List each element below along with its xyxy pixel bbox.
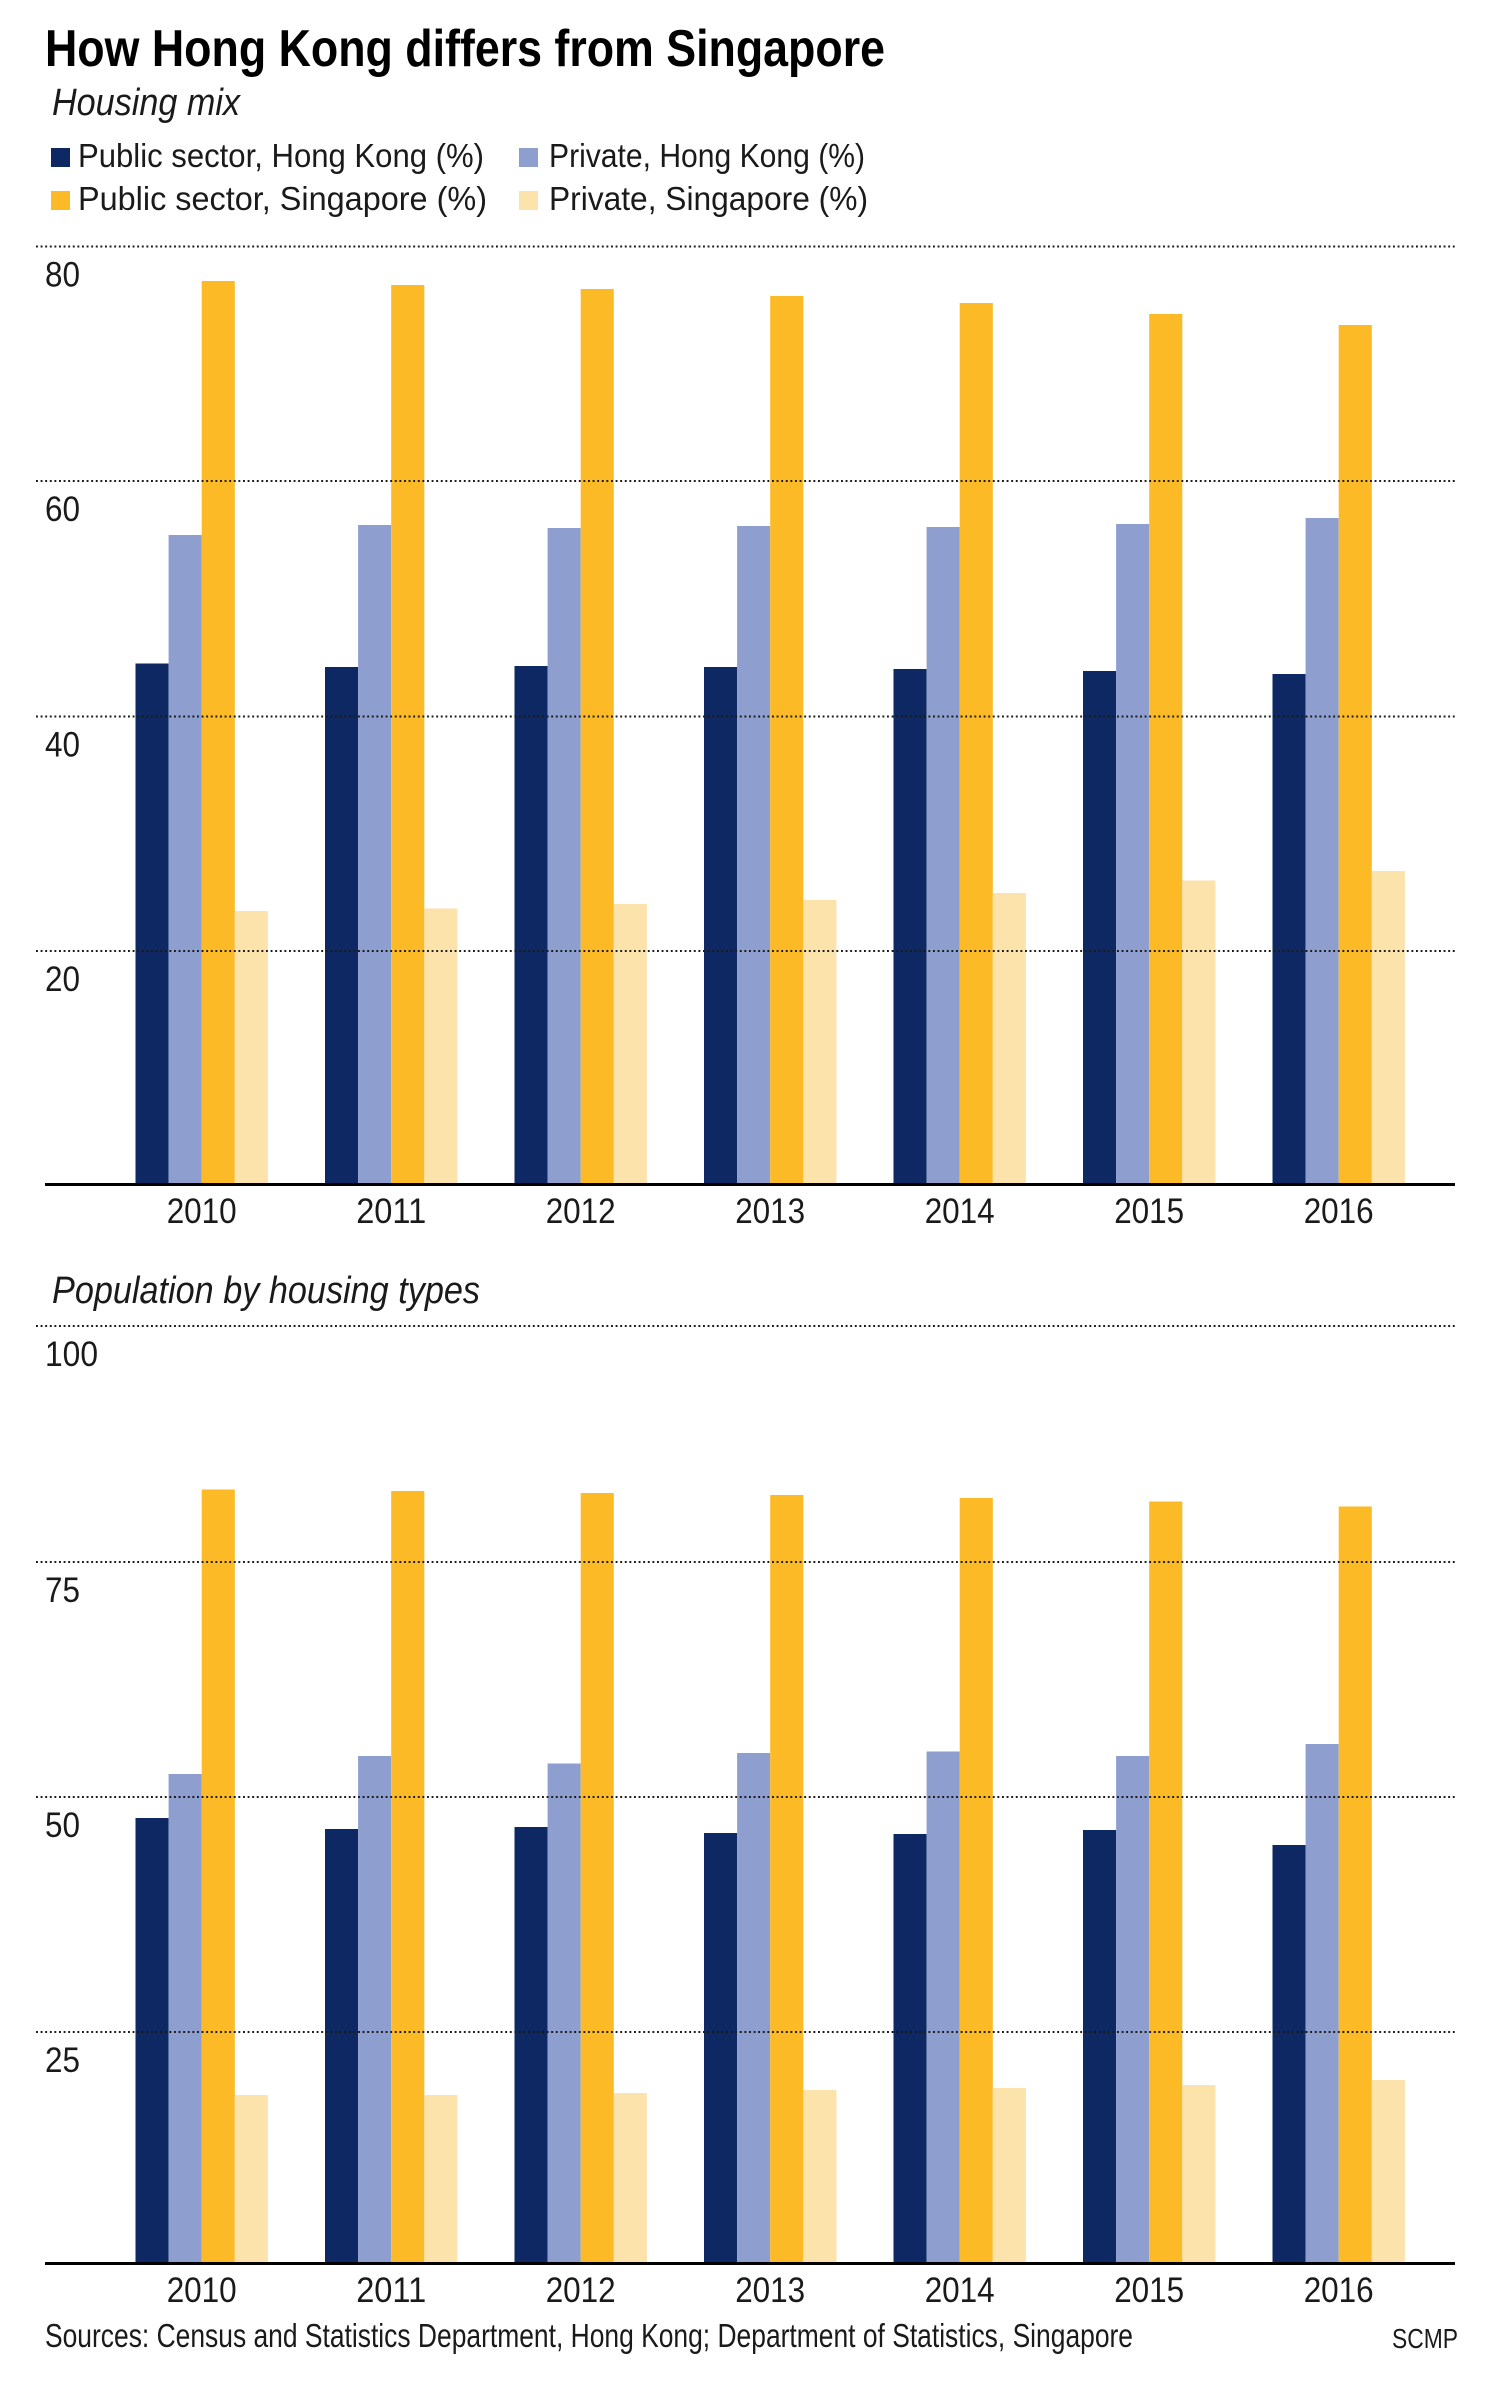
svg-text:50: 50 [45,1806,80,1845]
svg-text:2016: 2016 [1304,1192,1374,1231]
svg-text:2015: 2015 [1114,2271,1184,2310]
svg-text:75: 75 [45,1571,80,1610]
svg-text:Sources: Census and Statistics: Sources: Census and Statistics Departmen… [45,2317,1133,2354]
svg-text:Population by housing types: Population by housing types [52,1270,480,1312]
svg-text:2013: 2013 [735,2271,805,2310]
svg-text:2010: 2010 [167,1192,237,1231]
svg-text:Private, Hong Kong (%): Private, Hong Kong (%) [549,137,865,174]
svg-text:2016: 2016 [1304,2271,1374,2310]
svg-text:2015: 2015 [1114,1192,1184,1231]
svg-text:SCMP: SCMP [1392,2323,1458,2354]
svg-text:20: 20 [45,960,80,999]
svg-text:2012: 2012 [546,2271,616,2310]
svg-text:60: 60 [45,490,80,529]
svg-text:Public sector, Singapore (%): Public sector, Singapore (%) [78,180,487,217]
svg-text:100: 100 [45,1335,98,1374]
svg-text:Private, Singapore (%): Private, Singapore (%) [549,180,868,217]
svg-text:2014: 2014 [925,2271,995,2310]
svg-text:How Hong Kong differs from Sin: How Hong Kong differs from Singapore [45,20,885,78]
svg-text:2011: 2011 [356,2271,426,2310]
svg-text:2014: 2014 [925,1192,995,1231]
svg-text:25: 25 [45,2041,80,2080]
svg-text:Public sector, Hong Kong (%): Public sector, Hong Kong (%) [78,137,484,174]
svg-text:40: 40 [45,726,80,765]
svg-text:2013: 2013 [735,1192,805,1231]
svg-text:80: 80 [45,256,80,295]
svg-text:Housing mix: Housing mix [52,82,242,124]
svg-text:2010: 2010 [167,2271,237,2310]
svg-text:2011: 2011 [356,1192,426,1231]
svg-text:2012: 2012 [546,1192,616,1231]
